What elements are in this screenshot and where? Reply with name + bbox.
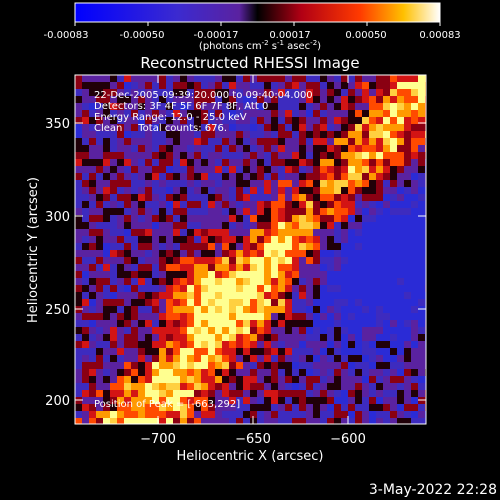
- image-area: [75, 75, 426, 424]
- plot-title: Reconstructed RHESSI Image: [140, 54, 359, 72]
- image-pixels: [75, 75, 426, 424]
- plot-timestamp: 3-May-2022 22:28: [369, 482, 497, 498]
- info-peak-position: Position of Peak = [-663,292]: [94, 399, 240, 410]
- y-tick-label: 350: [45, 117, 70, 132]
- x-tick-label: −700: [140, 432, 176, 447]
- colorbar-tick-label: 0.00017: [269, 30, 310, 41]
- colorbar-tick-label: -0.00050: [120, 30, 165, 41]
- info-energy-range: Energy Range: 12.0 - 25.0 keV: [94, 112, 247, 123]
- info-overlay: 22-Dec-2005 09:39:20.000 to 09:40:04.000…: [94, 90, 313, 410]
- colorbar-units: (photons cm-2 s-1 asec-2): [199, 39, 321, 52]
- info-time-range: 22-Dec-2005 09:39:20.000 to 09:40:04.000: [94, 90, 313, 101]
- colorbar-tick-label: -0.00017: [194, 30, 239, 41]
- x-tick-label: −600: [330, 432, 366, 447]
- colorbar-tick-label: 0.00083: [419, 30, 460, 41]
- colorbar-tick-label: -0.00083: [44, 30, 89, 41]
- y-tick-label: 300: [45, 210, 70, 225]
- x-axis-label: Heliocentric X (arcsec): [177, 449, 324, 464]
- x-tick-label: −650: [235, 432, 271, 447]
- info-detectors: Detectors: 3F 4F 5F 6F 7F 8F, Att 0: [94, 101, 268, 112]
- colorbar-gradient: [74, 2, 441, 23]
- colorbar-ticks: [74, 22, 441, 26]
- info-clean-counts: Clean Total counts: 676.: [94, 123, 227, 134]
- y-tick-label: 250: [45, 303, 70, 318]
- colorbar-tick-label: 0.00050: [345, 30, 386, 41]
- y-tick-label: 200: [45, 394, 70, 409]
- plot-frame: [74, 74, 427, 425]
- axis-ticks: [75, 75, 426, 424]
- y-axis-label: Heliocentric Y (arcsec): [26, 177, 41, 323]
- colorbar: -0.00083 -0.00050 -0.00017 0.00017 0.000…: [44, 2, 461, 52]
